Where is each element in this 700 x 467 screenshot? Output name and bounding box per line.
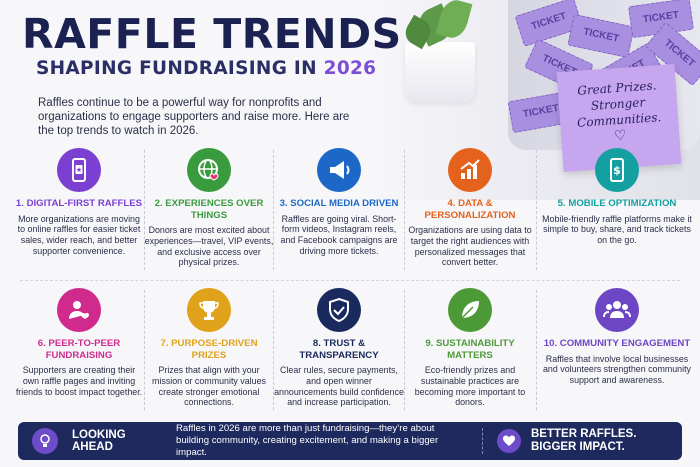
trend-title: 1. DIGITAL-FIRST RAFFLES bbox=[15, 198, 143, 209]
trend-card-3: 3. SOCIAL MEDIA DRIVEN Raffles are going… bbox=[274, 148, 404, 257]
trend-description: Supporters are creating their own raffle… bbox=[15, 365, 143, 397]
divider bbox=[273, 290, 274, 410]
mobile-dollar-icon: $ bbox=[595, 148, 639, 192]
page-subtitle: SHAPING FUNDRAISING IN 2026 bbox=[36, 58, 376, 79]
divider bbox=[404, 290, 405, 410]
trend-card-7: 7. PURPOSE-DRIVEN PRIZES Prizes that ali… bbox=[144, 288, 274, 408]
trend-card-9: 9. SUSTAINABILITY MATTERS Eco-friendly p… bbox=[405, 288, 535, 408]
globe-heart-icon bbox=[187, 148, 231, 192]
plant-pot bbox=[405, 42, 475, 102]
leaf-icon bbox=[448, 288, 492, 332]
heart-icon bbox=[497, 429, 521, 453]
person-heart-icon bbox=[57, 288, 101, 332]
trend-card-5: $ 5. MOBILE OPTIMIZATION Mobile-friendly… bbox=[542, 148, 692, 246]
divider bbox=[536, 290, 537, 410]
trend-title: 3. SOCIAL MEDIA DRIVEN bbox=[279, 198, 399, 209]
trend-title: 6. PEER-TO-PEER FUNDRAISING bbox=[37, 338, 121, 361]
trend-title: 5. MOBILE OPTIMIZATION bbox=[557, 198, 677, 209]
divider bbox=[404, 150, 405, 270]
phone-ticket-icon: ★ bbox=[57, 148, 101, 192]
trend-title: 7. PURPOSE-DRIVEN PRIZES bbox=[160, 338, 258, 361]
footer-label: LOOKING AHEAD bbox=[72, 429, 126, 453]
footer-tagline: BETTER RAFFLES. BIGGER IMPACT. bbox=[531, 428, 636, 454]
raffle-ticket: TICKET bbox=[567, 13, 635, 59]
divider bbox=[144, 290, 145, 410]
trend-description: More organizations are moving to online … bbox=[17, 213, 141, 256]
trophy-icon bbox=[187, 288, 231, 332]
divider bbox=[20, 280, 680, 281]
trend-description: Clear rules, secure payments, and open w… bbox=[274, 365, 404, 408]
svg-text:$: $ bbox=[613, 164, 621, 177]
trend-description: Organizations are using data to target t… bbox=[408, 225, 532, 268]
tagline-line: BETTER RAFFLES. bbox=[531, 428, 637, 440]
footer-text: Raffles in 2026 are more than just fundr… bbox=[176, 423, 439, 458]
trend-card-10: 10. COMMUNITY ENGAGEMENT Raffles that in… bbox=[542, 288, 692, 386]
trend-card-1: ★ 1. DIGITAL-FIRST RAFFLES More organiza… bbox=[14, 148, 144, 257]
trend-title: 10. COMMUNITY ENGAGEMENT bbox=[543, 338, 691, 349]
divider bbox=[536, 150, 537, 270]
trend-title: 2. EXPERIENCES OVER THINGS bbox=[154, 198, 264, 221]
divider bbox=[273, 150, 274, 270]
trend-card-8: 8. TRUST & TRANSPARENCY Clear rules, sec… bbox=[274, 288, 404, 408]
trend-description: Raffles that involve local businesses an… bbox=[543, 353, 691, 386]
subtitle-text: SHAPING FUNDRAISING IN bbox=[36, 58, 324, 79]
trend-description: Donors are most excited about experience… bbox=[144, 225, 274, 268]
trend-card-4: 4. DATA & PERSONALIZATION Organizations … bbox=[405, 148, 535, 268]
intro-text: Raffles continue to be a powerful way fo… bbox=[38, 97, 350, 137]
chart-growth-icon bbox=[448, 148, 492, 192]
footer-banner: LOOKING AHEAD Raffles in 2026 are more t… bbox=[18, 422, 682, 460]
trend-description: Raffles are going viral. Short-form vide… bbox=[280, 213, 398, 256]
trend-description: Prizes that align with your mission or c… bbox=[152, 365, 266, 408]
trend-card-6: 6. PEER-TO-PEER FUNDRAISING Supporters a… bbox=[14, 288, 144, 397]
tagline-line: BIGGER IMPACT. bbox=[531, 441, 625, 453]
divider bbox=[482, 428, 483, 454]
trend-description: Mobile-friendly raffle platforms make it… bbox=[542, 213, 692, 246]
svg-text:★: ★ bbox=[76, 166, 82, 174]
trend-description: Eco-friendly prizes and sustainable prac… bbox=[414, 365, 526, 408]
trend-card-2: 2. EXPERIENCES OVER THINGS Donors are mo… bbox=[144, 148, 274, 268]
people-group-icon bbox=[595, 288, 639, 332]
trend-title: 4. DATA & PERSONALIZATION bbox=[424, 198, 516, 221]
megaphone-icon bbox=[317, 148, 361, 192]
page-title: RAFFLE TRENDS bbox=[22, 10, 402, 58]
shield-check-icon bbox=[317, 288, 361, 332]
lightbulb-icon bbox=[32, 428, 58, 454]
trend-title: 8. TRUST & TRANSPARENCY bbox=[299, 338, 379, 361]
divider bbox=[144, 150, 145, 270]
subtitle-year: 2026 bbox=[323, 58, 377, 79]
trend-title: 9. SUSTAINABILITY MATTERS bbox=[425, 338, 515, 361]
